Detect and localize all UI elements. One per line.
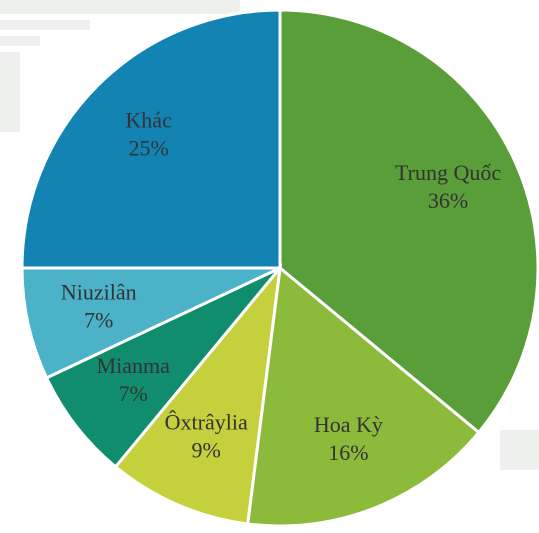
slice-value-label: 7% [119, 381, 148, 406]
slice-value-label: 36% [428, 188, 468, 213]
slice-value-label: 9% [192, 438, 221, 463]
slice-label: Hoa Kỳ [314, 412, 383, 437]
slice-label: Ôxtrâylia [165, 410, 248, 435]
pie-slice [44, 266, 282, 469]
slice-value-label: 25% [128, 136, 168, 161]
slice-label: Niuzilân [61, 280, 137, 305]
slice-value-label: 16% [328, 440, 368, 465]
background-decoration [0, 0, 539, 470]
pie-slice [245, 265, 481, 528]
slice-value-label: 7% [84, 308, 113, 333]
slice-label: Trung Quốc [395, 160, 501, 185]
pie-slice [20, 266, 281, 380]
slice-label: Mianma [97, 353, 171, 378]
pie-slice [278, 8, 539, 435]
slice-label: Khác [125, 108, 172, 133]
pie-slice [113, 263, 283, 526]
pie-slice [20, 8, 282, 270]
